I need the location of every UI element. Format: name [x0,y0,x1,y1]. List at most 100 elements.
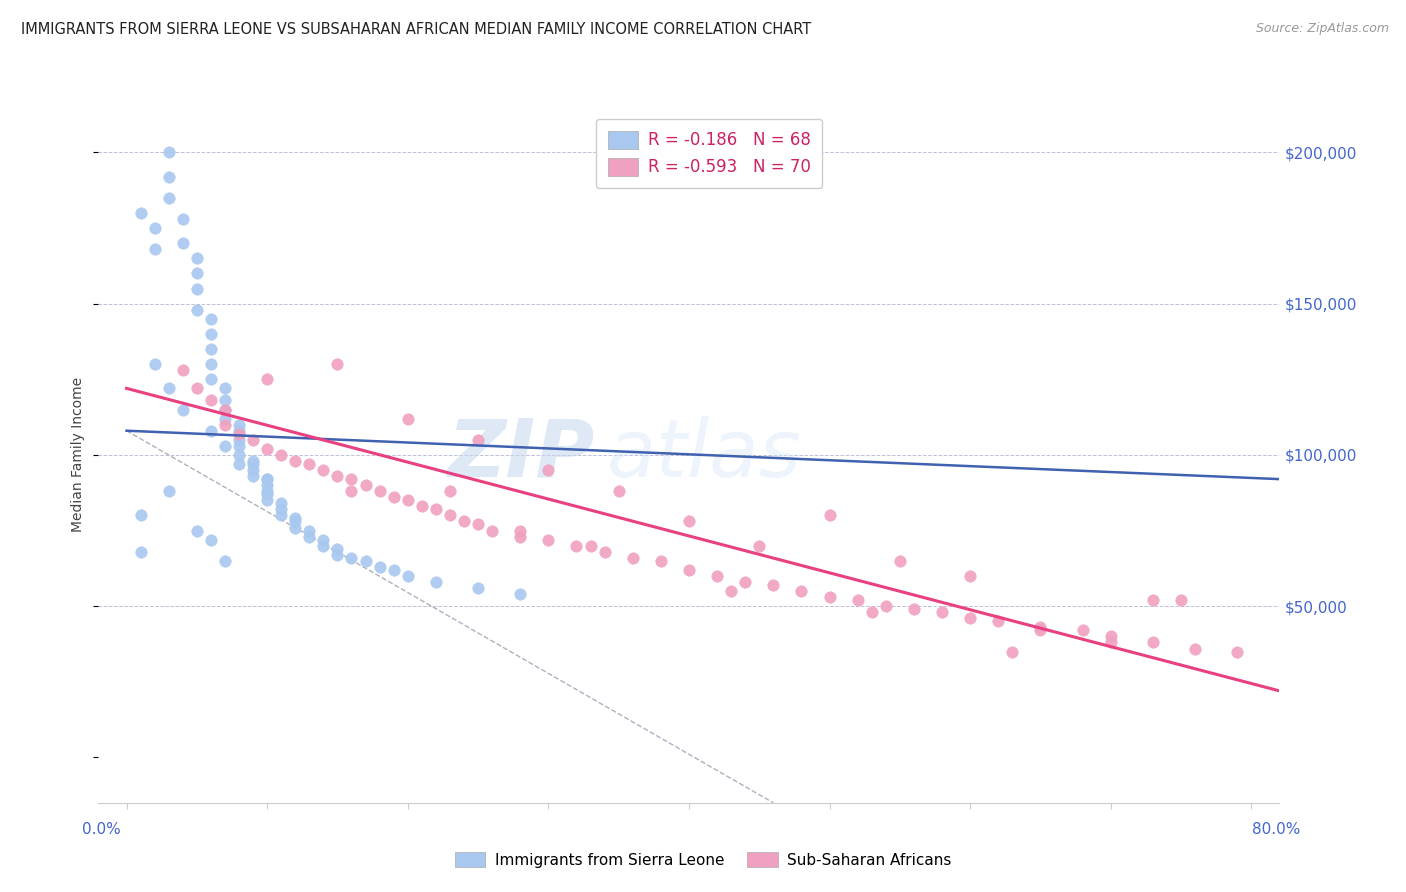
Point [453,515,475,529]
Point [256,472,278,486]
Point [439,484,461,499]
Point [129,545,152,559]
Point [987,615,1010,629]
Point [509,524,531,538]
Point [467,517,489,532]
Point [467,433,489,447]
Point [875,599,897,614]
Point [256,472,278,486]
Text: 80.0%: 80.0% [1253,822,1301,837]
Point [228,426,250,441]
Point [762,578,785,592]
Point [270,508,292,523]
Point [214,554,236,568]
Point [214,393,236,408]
Y-axis label: Median Family Income: Median Family Income [72,377,86,533]
Point [228,448,250,462]
Point [537,463,560,477]
Point [396,493,419,508]
Point [143,242,166,256]
Point [284,454,307,468]
Point [214,402,236,417]
Point [242,463,264,477]
Point [340,472,363,486]
Point [214,402,236,417]
Point [326,541,349,556]
Point [889,554,911,568]
Point [200,342,222,356]
Point [186,281,208,295]
Point [298,457,321,471]
Point [200,357,222,371]
Legend: Immigrants from Sierra Leone, Sub-Saharan Africans: Immigrants from Sierra Leone, Sub-Sahara… [449,846,957,873]
Point [425,574,447,589]
Point [382,563,405,577]
Point [846,593,869,607]
Point [509,587,531,601]
Text: 0.0%: 0.0% [82,822,121,837]
Point [312,533,335,547]
Point [326,469,349,483]
Point [214,411,236,425]
Point [818,590,841,604]
Point [172,211,194,226]
Point [621,550,644,565]
Point [706,569,728,583]
Point [200,311,222,326]
Point [678,515,700,529]
Point [129,206,152,220]
Point [396,569,419,583]
Point [411,500,433,514]
Point [312,539,335,553]
Point [228,439,250,453]
Point [172,236,194,251]
Point [734,574,756,589]
Point [959,569,981,583]
Point [242,457,264,471]
Point [326,548,349,562]
Point [1071,624,1094,638]
Point [1001,644,1024,658]
Text: atlas: atlas [606,416,801,494]
Point [650,554,672,568]
Point [256,478,278,492]
Point [157,484,180,499]
Point [256,442,278,456]
Point [439,508,461,523]
Point [312,463,335,477]
Point [242,454,264,468]
Point [284,515,307,529]
Point [1170,593,1192,607]
Point [678,563,700,577]
Point [172,402,194,417]
Point [143,221,166,235]
Point [200,533,222,547]
Point [298,530,321,544]
Point [200,326,222,341]
Point [256,484,278,499]
Point [340,550,363,565]
Point [270,496,292,510]
Point [186,302,208,317]
Point [228,424,250,438]
Text: ZIP: ZIP [447,416,595,494]
Point [242,469,264,483]
Point [228,433,250,447]
Point [214,439,236,453]
Point [214,417,236,432]
Point [1099,629,1122,643]
Point [214,381,236,395]
Point [593,545,616,559]
Point [186,524,208,538]
Point [354,478,377,492]
Point [256,493,278,508]
Point [1029,624,1052,638]
Point [270,502,292,516]
Point [860,605,883,619]
Point [284,520,307,534]
Point [186,381,208,395]
Point [298,524,321,538]
Point [186,267,208,281]
Point [270,448,292,462]
Point [1142,635,1164,649]
